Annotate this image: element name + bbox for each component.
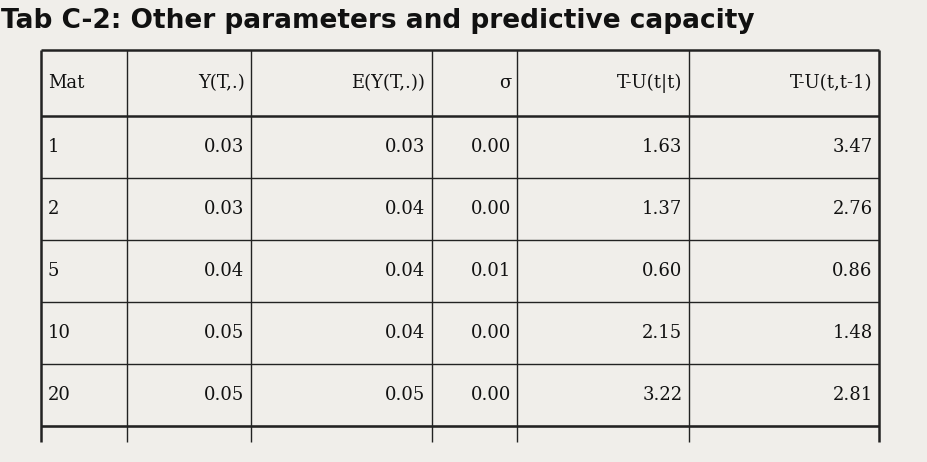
Bar [516,116,688,178]
Text: 1: 1 [47,138,59,156]
Text: 0.00: 0.00 [470,324,511,342]
Text: 1.63: 1.63 [641,138,681,156]
Bar [688,49,878,116]
Bar [688,240,878,302]
Text: 3.47: 3.47 [832,138,871,156]
Text: 0.03: 0.03 [204,138,245,156]
Bar [516,178,688,240]
Bar [516,49,688,116]
Bar [688,364,878,426]
Bar [250,178,431,240]
Text: 1.37: 1.37 [641,200,681,218]
Bar [431,49,516,116]
Bar [250,49,431,116]
Text: 0.01: 0.01 [470,262,511,280]
Text: 0.60: 0.60 [641,262,681,280]
Bar [127,178,250,240]
Text: 2: 2 [47,200,59,218]
Text: 3.22: 3.22 [641,386,681,404]
Bar [688,302,878,364]
Bar [42,302,127,364]
Text: E(Y(T,.)): E(Y(T,.)) [351,74,425,92]
Text: 0.00: 0.00 [470,200,511,218]
Text: 0.04: 0.04 [385,262,425,280]
Text: 0.03: 0.03 [204,200,245,218]
Text: T-U(t,t-1): T-U(t,t-1) [789,74,871,92]
Text: 0.00: 0.00 [470,138,511,156]
Bar [127,364,250,426]
Bar [42,49,127,116]
Bar [516,302,688,364]
Bar [42,364,127,426]
Text: Y(T,.): Y(T,.) [197,74,245,92]
Text: 2.76: 2.76 [832,200,871,218]
Bar [431,116,516,178]
Text: 20: 20 [47,386,70,404]
Bar [250,302,431,364]
Text: 0.05: 0.05 [204,386,245,404]
Text: 0.05: 0.05 [204,324,245,342]
Text: Tab C-2: Other parameters and predictive capacity: Tab C-2: Other parameters and predictive… [1,8,755,34]
Text: 1.48: 1.48 [832,324,871,342]
Bar [250,240,431,302]
Text: 0.04: 0.04 [385,200,425,218]
Bar [431,178,516,240]
Bar [42,240,127,302]
Bar [431,364,516,426]
Bar [688,116,878,178]
Text: 0.00: 0.00 [470,386,511,404]
Bar [127,49,250,116]
Bar [516,240,688,302]
Bar [516,364,688,426]
Bar [431,302,516,364]
Bar [250,364,431,426]
Bar [250,116,431,178]
Text: 10: 10 [47,324,70,342]
Bar [688,178,878,240]
Bar [127,302,250,364]
Text: 0.03: 0.03 [385,138,425,156]
Text: Mat: Mat [47,74,84,92]
Bar [127,240,250,302]
Bar [431,240,516,302]
Text: 0.05: 0.05 [385,386,425,404]
Text: T-U(t|t): T-U(t|t) [616,73,681,92]
Bar [127,116,250,178]
Bar [42,178,127,240]
Text: σ: σ [498,74,511,92]
Text: 0.04: 0.04 [385,324,425,342]
Text: 2.15: 2.15 [641,324,681,342]
Text: 0.04: 0.04 [204,262,245,280]
Text: 2.81: 2.81 [832,386,871,404]
Bar [42,116,127,178]
Text: 5: 5 [47,262,59,280]
Text: 0.86: 0.86 [832,262,871,280]
